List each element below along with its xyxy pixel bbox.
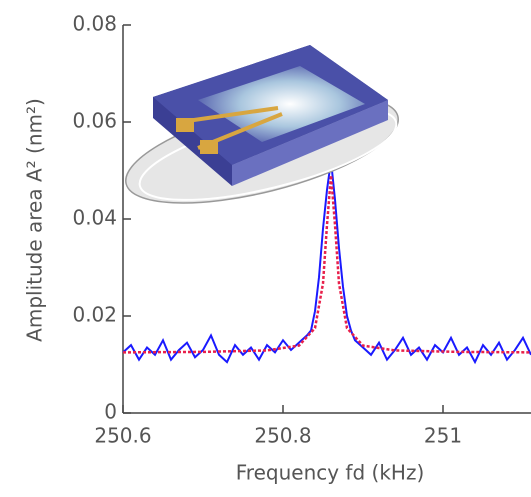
y-tick-label: 0.02 [72,303,117,327]
device-inset [125,45,399,204]
data-line [122,160,531,365]
y-axis-label: Amplitude area A² (nm²) [23,98,47,342]
x-tick-label: 251 [424,424,462,448]
fit-line [122,175,531,354]
y-tick-label: 0.04 [72,206,117,230]
y-tick-label: 0 [104,400,117,424]
plot-area [122,24,531,414]
y-tick-label: 0.08 [72,12,117,36]
y-tick-label: 0.06 [72,109,117,133]
x-tick-label: 250.6 [94,424,151,448]
x-tick-label: 250.8 [254,424,311,448]
x-axis-label: Frequency fd (kHz) [236,461,425,485]
